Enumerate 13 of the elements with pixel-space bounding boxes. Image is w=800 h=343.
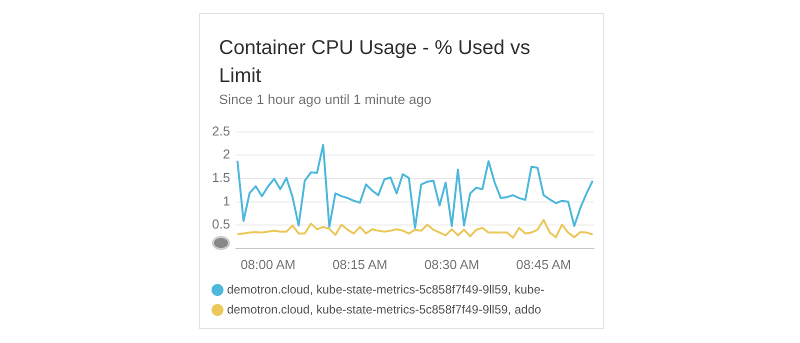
x-tick-label: 08:30 AM xyxy=(424,256,480,272)
x-tick-label: 08:45 AM xyxy=(516,256,572,272)
x-tick-label: 08:00 AM xyxy=(240,256,296,272)
y-tick-label: 0.5 xyxy=(212,216,230,232)
x-tick-label: 08:15 AM xyxy=(332,256,388,272)
y-tick-label: 2 xyxy=(222,146,230,162)
y-tick-label: 2.5 xyxy=(212,123,230,138)
legend-label: demotron.cloud, kube-state-metrics-5c858f7f49-9ll59, kube- xyxy=(227,282,544,296)
y-tick-label: 1.5 xyxy=(212,170,230,186)
chart-subtitle: Since 1 hour ago until 1 minute ago xyxy=(219,92,432,107)
chart-title: Container CPU Usage - % Used vs Limit xyxy=(219,36,532,89)
legend-label: demotron.cloud, kube-state-metrics-5c858f7f49-9ll59, addo xyxy=(227,302,542,316)
y-tick-label: 1 xyxy=(222,193,230,208)
